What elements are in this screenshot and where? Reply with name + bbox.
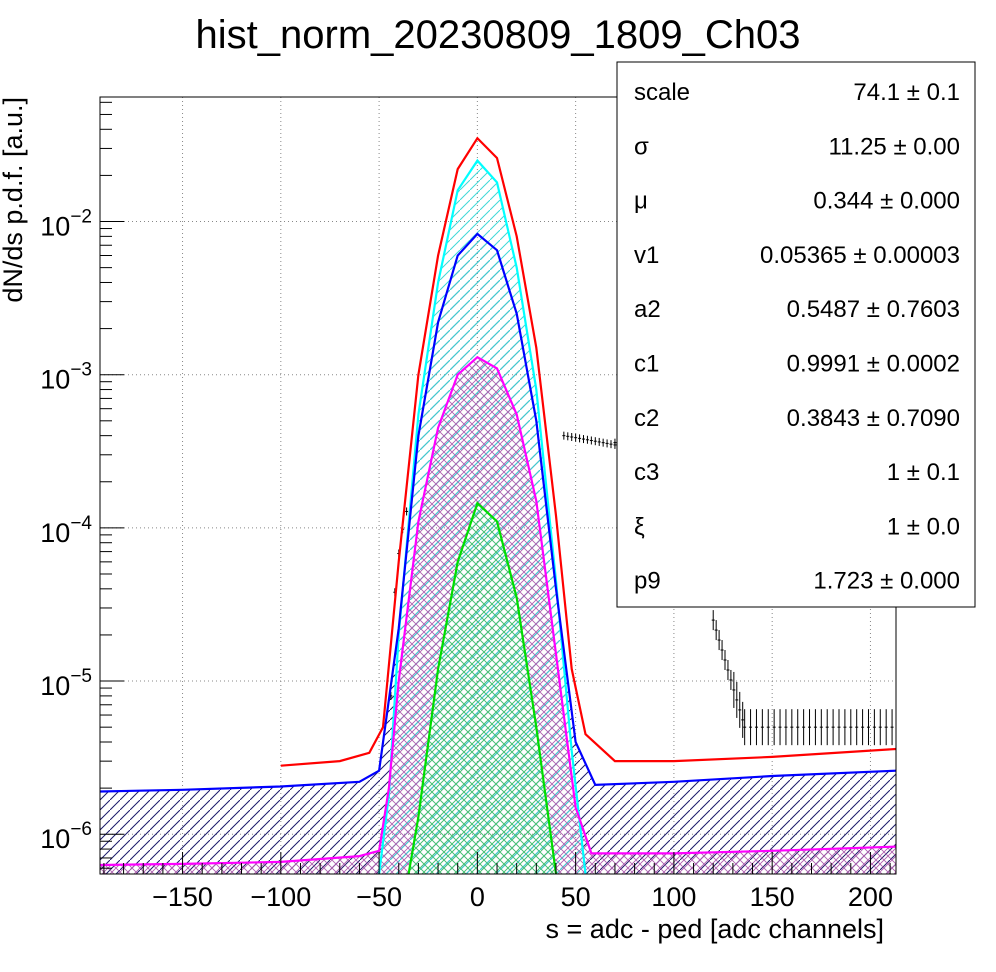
stat-value: 74.1 ± 0.1: [853, 79, 960, 106]
x-tick-label: 150: [750, 882, 795, 912]
stat-value: 0.5487 ± 0.7603: [787, 296, 960, 323]
y-tick-labels: 10−6 10−5 10−4 10−3 10−2: [40, 207, 92, 855]
stat-name: c1: [634, 351, 659, 378]
stat-name: μ: [634, 188, 648, 215]
x-tick-label: 200: [848, 882, 893, 912]
stat-value: 11.25 ± 0.00: [829, 133, 961, 160]
stat-name: a2: [634, 296, 661, 323]
stat-name: c3: [634, 459, 659, 486]
stat-name: v1: [634, 242, 659, 269]
stats-box-frame: [616, 61, 976, 608]
x-axis-label: s = adc - ped [adc channels]: [546, 914, 884, 944]
stats-box: scale 74.1 ± 0.1 σ 11.25 ± 0.00 μ 0.344 ± 0.0…: [616, 61, 976, 608]
fit-curves: [100, 136, 896, 874]
axis-ticks: [100, 101, 891, 874]
fit-curve-line: [280, 136, 896, 767]
stat-name: scale: [634, 79, 690, 106]
x-tick-labels: −150 −100 −50 0 50 100 150 200: [152, 882, 893, 912]
stat-value: 1 ± 0.0: [887, 513, 960, 540]
y-tick-label: 10−5: [40, 666, 92, 701]
x-tick-label: 50: [561, 882, 591, 912]
stat-value: 0.344 ± 0.000: [813, 188, 960, 215]
stat-value: 0.9991 ± 0.0002: [787, 351, 960, 378]
component-fill: [408, 503, 556, 874]
stat-value: 0.05365 ± 0.00003: [760, 242, 960, 269]
y-tick-label: 10−6: [40, 819, 92, 854]
x-tick-label: −150: [152, 882, 213, 912]
fit-curve-line: [407, 501, 558, 874]
chart-title: hist_norm_20230809_1809_Ch03: [196, 13, 801, 57]
x-tick-label: 100: [651, 882, 696, 912]
y-tick-label: 10−3: [40, 360, 92, 395]
x-tick-label: −100: [250, 882, 311, 912]
data-points: [389, 431, 894, 746]
stat-value: 0.3843 ± 0.7090: [787, 405, 960, 432]
y-axis-label: dN/ds p.d.f. [a.u.]: [0, 97, 28, 303]
x-tick-label: 0: [470, 882, 485, 912]
y-tick-label: 10−2: [40, 207, 92, 242]
stat-name: c2: [634, 405, 659, 432]
fit-curve-line: [100, 232, 896, 793]
x-tick-label: −50: [356, 882, 402, 912]
stat-value: 1 ± 0.1: [887, 459, 960, 486]
stat-name: σ: [634, 133, 649, 160]
stat-value: 1.723 ± 0.000: [813, 568, 960, 595]
fit-curve-line: [100, 355, 896, 867]
stat-name: ξ: [634, 513, 645, 540]
stat-name: p9: [634, 568, 661, 595]
y-tick-label: 10−4: [40, 513, 92, 548]
